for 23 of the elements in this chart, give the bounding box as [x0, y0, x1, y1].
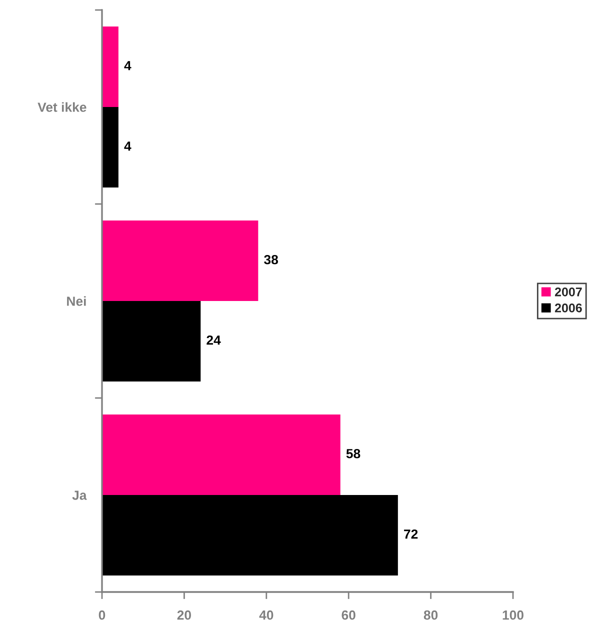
data-label: 4 [124, 61, 132, 70]
x-tick-label: 100 [502, 610, 524, 620]
y-tick-label: Ja [72, 490, 87, 500]
bar [102, 414, 340, 495]
x-tick-label: 80 [424, 610, 438, 620]
legend-label: 2007 [554, 287, 582, 296]
data-label: 38 [264, 254, 278, 264]
bar [102, 301, 201, 382]
bar [102, 26, 118, 107]
y-tick-label: Nei [67, 296, 86, 306]
x-tick-label: 40 [259, 610, 274, 620]
data-label: 72 [404, 529, 418, 539]
data-label: 58 [346, 448, 360, 458]
data-label: 24 [206, 335, 221, 345]
y-tick-label: Vet ikke [38, 102, 86, 112]
bar [102, 107, 118, 188]
data-label: 4 [124, 142, 132, 151]
x-tick-label: 0 [98, 610, 106, 620]
bar [102, 495, 398, 576]
bar [102, 220, 258, 301]
legend-label: 2006 [554, 304, 582, 312]
x-tick-label: 60 [342, 610, 356, 620]
x-tick-label: 20 [177, 610, 191, 620]
